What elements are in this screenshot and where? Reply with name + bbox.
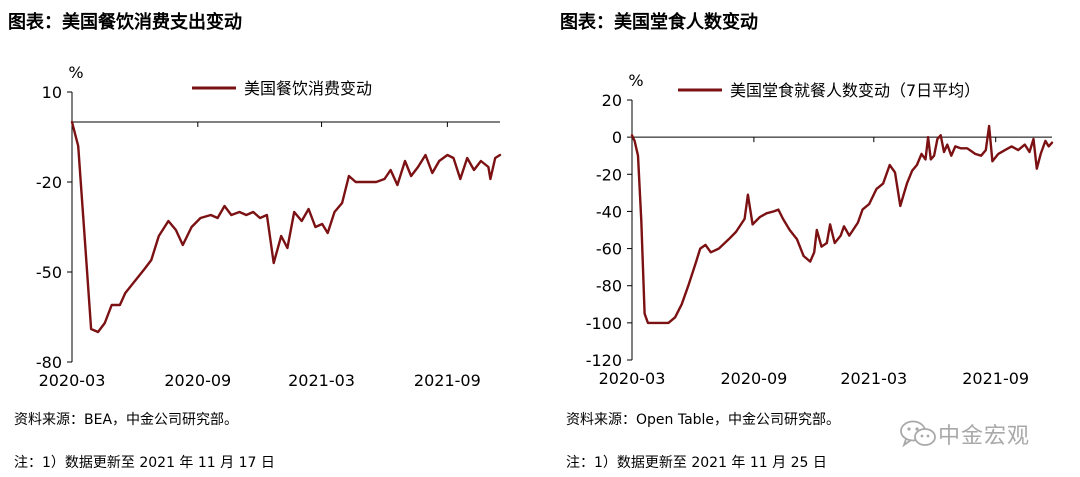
right-y-tick-label: 0 <box>612 128 622 147</box>
left-x-tick-label: 2020-03 <box>39 371 106 390</box>
left-x-tick-label: 2021-09 <box>414 371 481 390</box>
right-y-tick-label: -80 <box>596 277 622 296</box>
left-source: 资料来源：BEA，中金公司研究部。 <box>14 412 239 428</box>
right-y-tick-label: -60 <box>596 240 622 259</box>
right-chart: 20 0 -20 -40 -60 -80 -100 -120% 2020-03 2020-09 20… <box>586 71 1054 388</box>
right-y-tick-label: -40 <box>596 202 622 221</box>
right-y-axis-label: % <box>628 71 643 90</box>
left-y-tick-label: -80 <box>36 353 62 372</box>
right-x-tick-label: 2021-09 <box>962 369 1029 388</box>
wechat-icon <box>900 420 936 448</box>
left-legend-label: 美国餐饮消费变动 <box>244 79 372 98</box>
left-chart-title: 图表：美国餐饮消费支出变动 <box>8 12 242 33</box>
right-series-line <box>630 124 1054 325</box>
right-chart-title: 图表：美国堂食人数变动 <box>560 12 758 33</box>
right-y-tick-label: 20 <box>602 91 622 110</box>
right-x-tick-label: 2020-09 <box>720 369 787 388</box>
left-note: 注：1）数据更新至 2021 年 11 月 17 日 <box>14 455 275 471</box>
watermark-text: 中金宏观 <box>938 424 1031 449</box>
right-y-tick-label: -120 <box>586 351 622 370</box>
right-source: 资料来源：Open Table，中金公司研究部。 <box>566 412 841 428</box>
right-x-tick-label: 2021-03 <box>840 369 907 388</box>
right-y-tick-label: -100 <box>586 314 622 333</box>
right-note: 注：1）数据更新至 2021 年 11 月 25 日 <box>566 455 827 471</box>
left-y-axis-label: % <box>68 63 83 82</box>
left-y-tick-label: -50 <box>36 263 62 282</box>
left-x-tick-label: 2020-09 <box>164 371 231 390</box>
left-y-tick-label: 10 <box>42 83 62 102</box>
watermark: 中金宏观 <box>898 418 1030 450</box>
left-chart: 10 -20 -50 -80% 2020-03 2020-09 2021-03 2021-09… <box>36 63 502 390</box>
left-x-tick-label: 2021-03 <box>288 371 355 390</box>
left-series-line <box>70 120 502 334</box>
right-y-tick-label: -20 <box>596 165 622 184</box>
right-x-tick-label: 2020-03 <box>599 369 666 388</box>
left-y-tick-label: -20 <box>36 173 62 192</box>
right-legend-label: 美国堂食就餐人数变动（7日平均） <box>730 81 980 100</box>
